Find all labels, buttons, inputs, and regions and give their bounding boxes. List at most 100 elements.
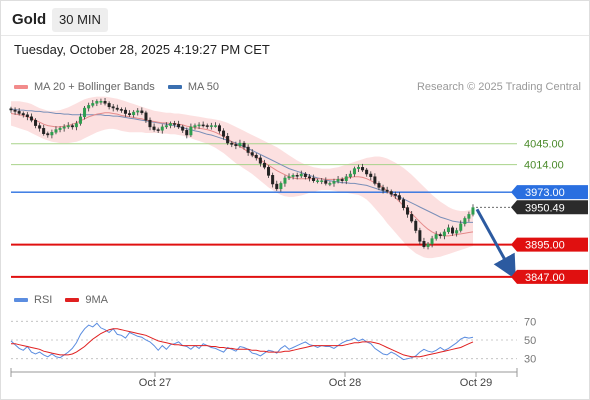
legend-ma20-label: MA 20 + Bollinger Bands <box>34 81 155 93</box>
forecast-arrow <box>475 206 517 280</box>
candle-body <box>168 123 172 126</box>
candle-body <box>62 126 66 129</box>
candle-body <box>185 130 189 136</box>
candle-body <box>340 179 344 181</box>
bollinger-band-area <box>11 96 473 259</box>
level-label-support: 3895.00 <box>511 237 588 252</box>
price-legend: MA 20 + Bollinger Bands MA 50 <box>14 81 229 93</box>
candle-body <box>438 234 442 237</box>
rsi-series-9ma <box>11 328 474 358</box>
rsi-tick-label: 70 <box>524 316 536 328</box>
candle-body <box>418 230 422 242</box>
candle-body <box>115 107 119 110</box>
candle-body <box>99 101 103 103</box>
candle-body <box>467 214 471 219</box>
candle-body <box>132 111 136 116</box>
level-label-resistance: 4014.00 <box>524 160 564 172</box>
candle-body <box>46 133 50 136</box>
candle-body <box>70 125 74 128</box>
candle-body <box>128 113 132 116</box>
forecast-arrow-line <box>475 208 516 280</box>
candle-body <box>173 123 177 125</box>
candle-body <box>291 175 295 177</box>
rsi-series-rsi <box>10 322 474 361</box>
candle-body <box>193 125 197 128</box>
candle-body <box>316 180 320 182</box>
candle-body <box>471 207 475 215</box>
candle-body <box>271 175 275 185</box>
last-price-label: 3950.49 <box>511 200 588 215</box>
candle-body <box>324 180 328 184</box>
candle-body <box>426 243 430 247</box>
legend-ma20: MA 20 + Bollinger Bands <box>14 81 155 93</box>
candle-body <box>107 103 111 108</box>
candle-body <box>201 124 205 127</box>
9ma-swatch <box>65 298 80 303</box>
candle-body <box>25 114 29 118</box>
ma50-swatch <box>167 85 182 90</box>
candle-body <box>267 167 271 176</box>
level-label-pivot-text: 3973.00 <box>525 187 565 199</box>
last-price-label-text: 3950.49 <box>525 202 565 214</box>
x-tick-label: Oct 29 <box>460 377 492 389</box>
candle-body <box>348 173 352 177</box>
candle-body <box>238 142 242 147</box>
candle-body <box>177 123 181 128</box>
legend-rsi: RSI <box>14 294 52 306</box>
x-tick-label: Oct 28 <box>329 377 361 389</box>
candle-body <box>119 109 123 111</box>
candle-body <box>9 108 13 111</box>
candle-body <box>21 113 25 116</box>
candle-body <box>385 189 389 192</box>
candle-body <box>87 105 91 109</box>
rsi-swatch <box>14 298 28 303</box>
candle-body <box>136 110 140 113</box>
candle-body <box>181 126 185 131</box>
candle-body <box>217 125 221 132</box>
x-axis: Oct 27 Oct 28 Oct 29 <box>10 368 518 389</box>
research-credit: Research © 2025 Trading Central <box>416 81 581 93</box>
candle-body <box>434 234 438 239</box>
candle-body <box>328 183 332 185</box>
level-label-support: 3847.00 <box>511 269 588 284</box>
rsi-panel: 70 50 30 <box>10 316 536 366</box>
candle-body <box>430 238 434 245</box>
candle-body <box>17 111 21 114</box>
candle-body <box>361 167 365 171</box>
header-bar: Gold 30 MIN <box>1 1 589 35</box>
candle-body <box>42 128 46 134</box>
timestamp: Tuesday, October 28, 2025 4:19:27 PM CET <box>14 42 270 57</box>
legend-ma50: MA 50 <box>167 81 219 93</box>
candle-body <box>209 125 213 127</box>
candle-body <box>414 220 418 231</box>
candle-body <box>455 230 459 234</box>
candle-body <box>283 177 287 184</box>
candle-body <box>262 162 266 168</box>
header-divider <box>1 35 589 36</box>
candle-body <box>287 176 291 179</box>
rsi-legend: RSI 9MA <box>14 294 118 306</box>
candle-body <box>299 173 303 177</box>
candle-body <box>140 110 144 114</box>
candle-body <box>103 101 107 104</box>
candle-body <box>377 183 381 188</box>
candle-body <box>95 101 99 104</box>
candle-body <box>369 173 373 177</box>
candle-body <box>164 125 168 128</box>
candle-body <box>83 107 87 118</box>
level-label-support-box <box>511 269 588 284</box>
candle-body <box>365 169 369 175</box>
candle-body <box>463 218 467 225</box>
candle-body <box>156 129 160 131</box>
candle-body <box>332 181 336 184</box>
candle-body <box>320 180 324 182</box>
candle-body <box>66 125 70 128</box>
candle-body <box>246 146 250 153</box>
candle-body <box>144 112 148 121</box>
candle-body <box>205 125 209 127</box>
level-label-support-text: 3895.00 <box>525 240 565 252</box>
candle-body <box>446 227 450 233</box>
timeframe-button[interactable]: 30 MIN <box>52 8 108 32</box>
candle-body <box>258 157 262 164</box>
